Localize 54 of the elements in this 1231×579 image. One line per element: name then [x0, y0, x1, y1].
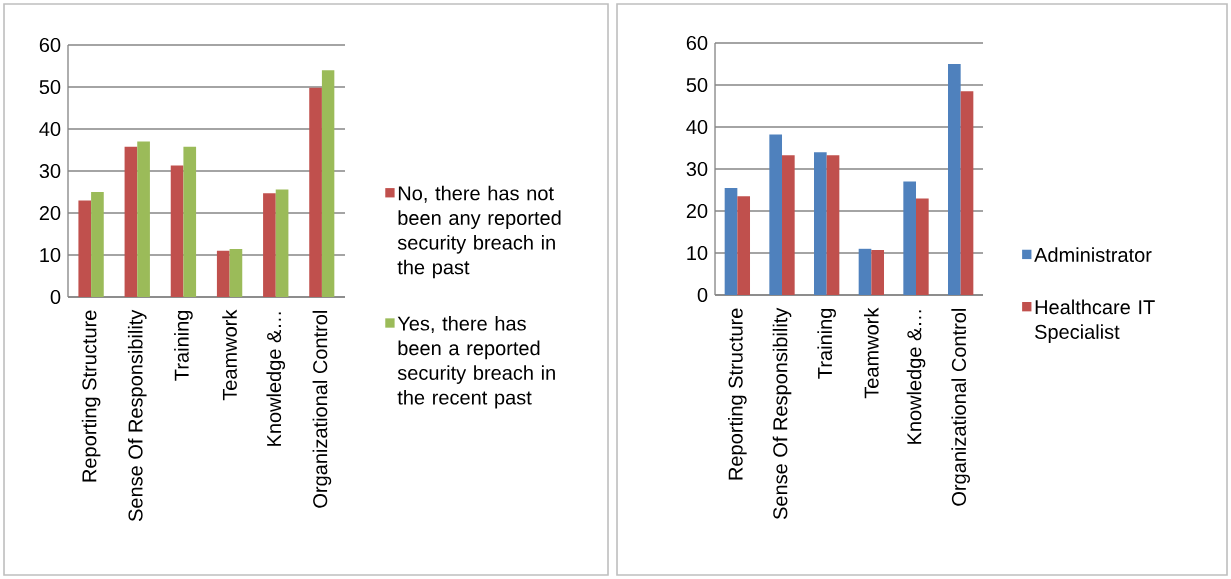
y-tick-label: 60: [39, 37, 61, 53]
y-tick-label: 40: [39, 121, 61, 137]
bar: [871, 250, 884, 295]
bar: [826, 155, 840, 295]
legend-label: Healthcare IT Specialist: [1035, 299, 1155, 343]
bar: [124, 146, 138, 297]
bar: [216, 250, 230, 297]
x-tick-label: Sense Of Responsibility: [127, 309, 147, 522]
legend-label: Administrator: [1034, 247, 1152, 263]
y-tick-label: 20: [686, 203, 708, 219]
y-tick-label: 30: [39, 163, 61, 179]
x-tick-label: Organizational Control: [951, 309, 970, 506]
y-tick-label: 50: [39, 79, 61, 95]
bar: [903, 181, 916, 295]
legend-label: Yes, there has been a reported security breach in the recent past: [397, 315, 555, 409]
bar: [858, 248, 872, 295]
bar: [170, 165, 184, 297]
y-tick-label: 0: [697, 287, 708, 303]
legend-label: No, there has not been any reported security breach in the past: [397, 185, 561, 279]
y-tick-label: 60: [686, 35, 708, 51]
y-tick-label: 10: [40, 247, 61, 263]
x-tick-label: Knowledge &…: [906, 310, 926, 444]
bar: [183, 146, 197, 297]
x-tick-label: Knowledge &…: [266, 312, 286, 446]
bar: [782, 155, 795, 295]
y-tick-label: 10: [687, 245, 708, 261]
y-tick-label: 30: [686, 161, 708, 177]
bar: [960, 91, 974, 295]
y-tick-label: 20: [39, 205, 61, 221]
x-tick-label: Training: [817, 308, 836, 379]
bar: [229, 249, 243, 297]
bar: [78, 200, 92, 297]
bar: [321, 70, 335, 297]
bar: [916, 198, 929, 295]
x-tick-label: Sense Of Responsibility: [772, 307, 792, 520]
bar: [137, 141, 150, 297]
x-tick-label: Training: [174, 310, 193, 381]
x-tick-label: Organizational Control: [312, 311, 332, 508]
y-tick-label: 50: [686, 77, 708, 93]
bar: [263, 193, 276, 297]
bar: [724, 187, 738, 295]
bar: [309, 87, 322, 297]
y-tick-label: 40: [686, 119, 708, 135]
x-tick-label: Teamwork: [222, 309, 237, 401]
y-tick-label: 0: [50, 289, 61, 305]
x-tick-label: Reporting Structure: [728, 308, 747, 480]
bar: [948, 64, 961, 295]
bar: [737, 196, 751, 295]
bar: [275, 189, 289, 297]
x-tick-label: Reporting Structure: [81, 310, 101, 482]
bar: [769, 134, 783, 295]
bar: [91, 192, 104, 297]
x-tick-label: Teamwork: [864, 307, 879, 399]
bar: [814, 152, 827, 295]
